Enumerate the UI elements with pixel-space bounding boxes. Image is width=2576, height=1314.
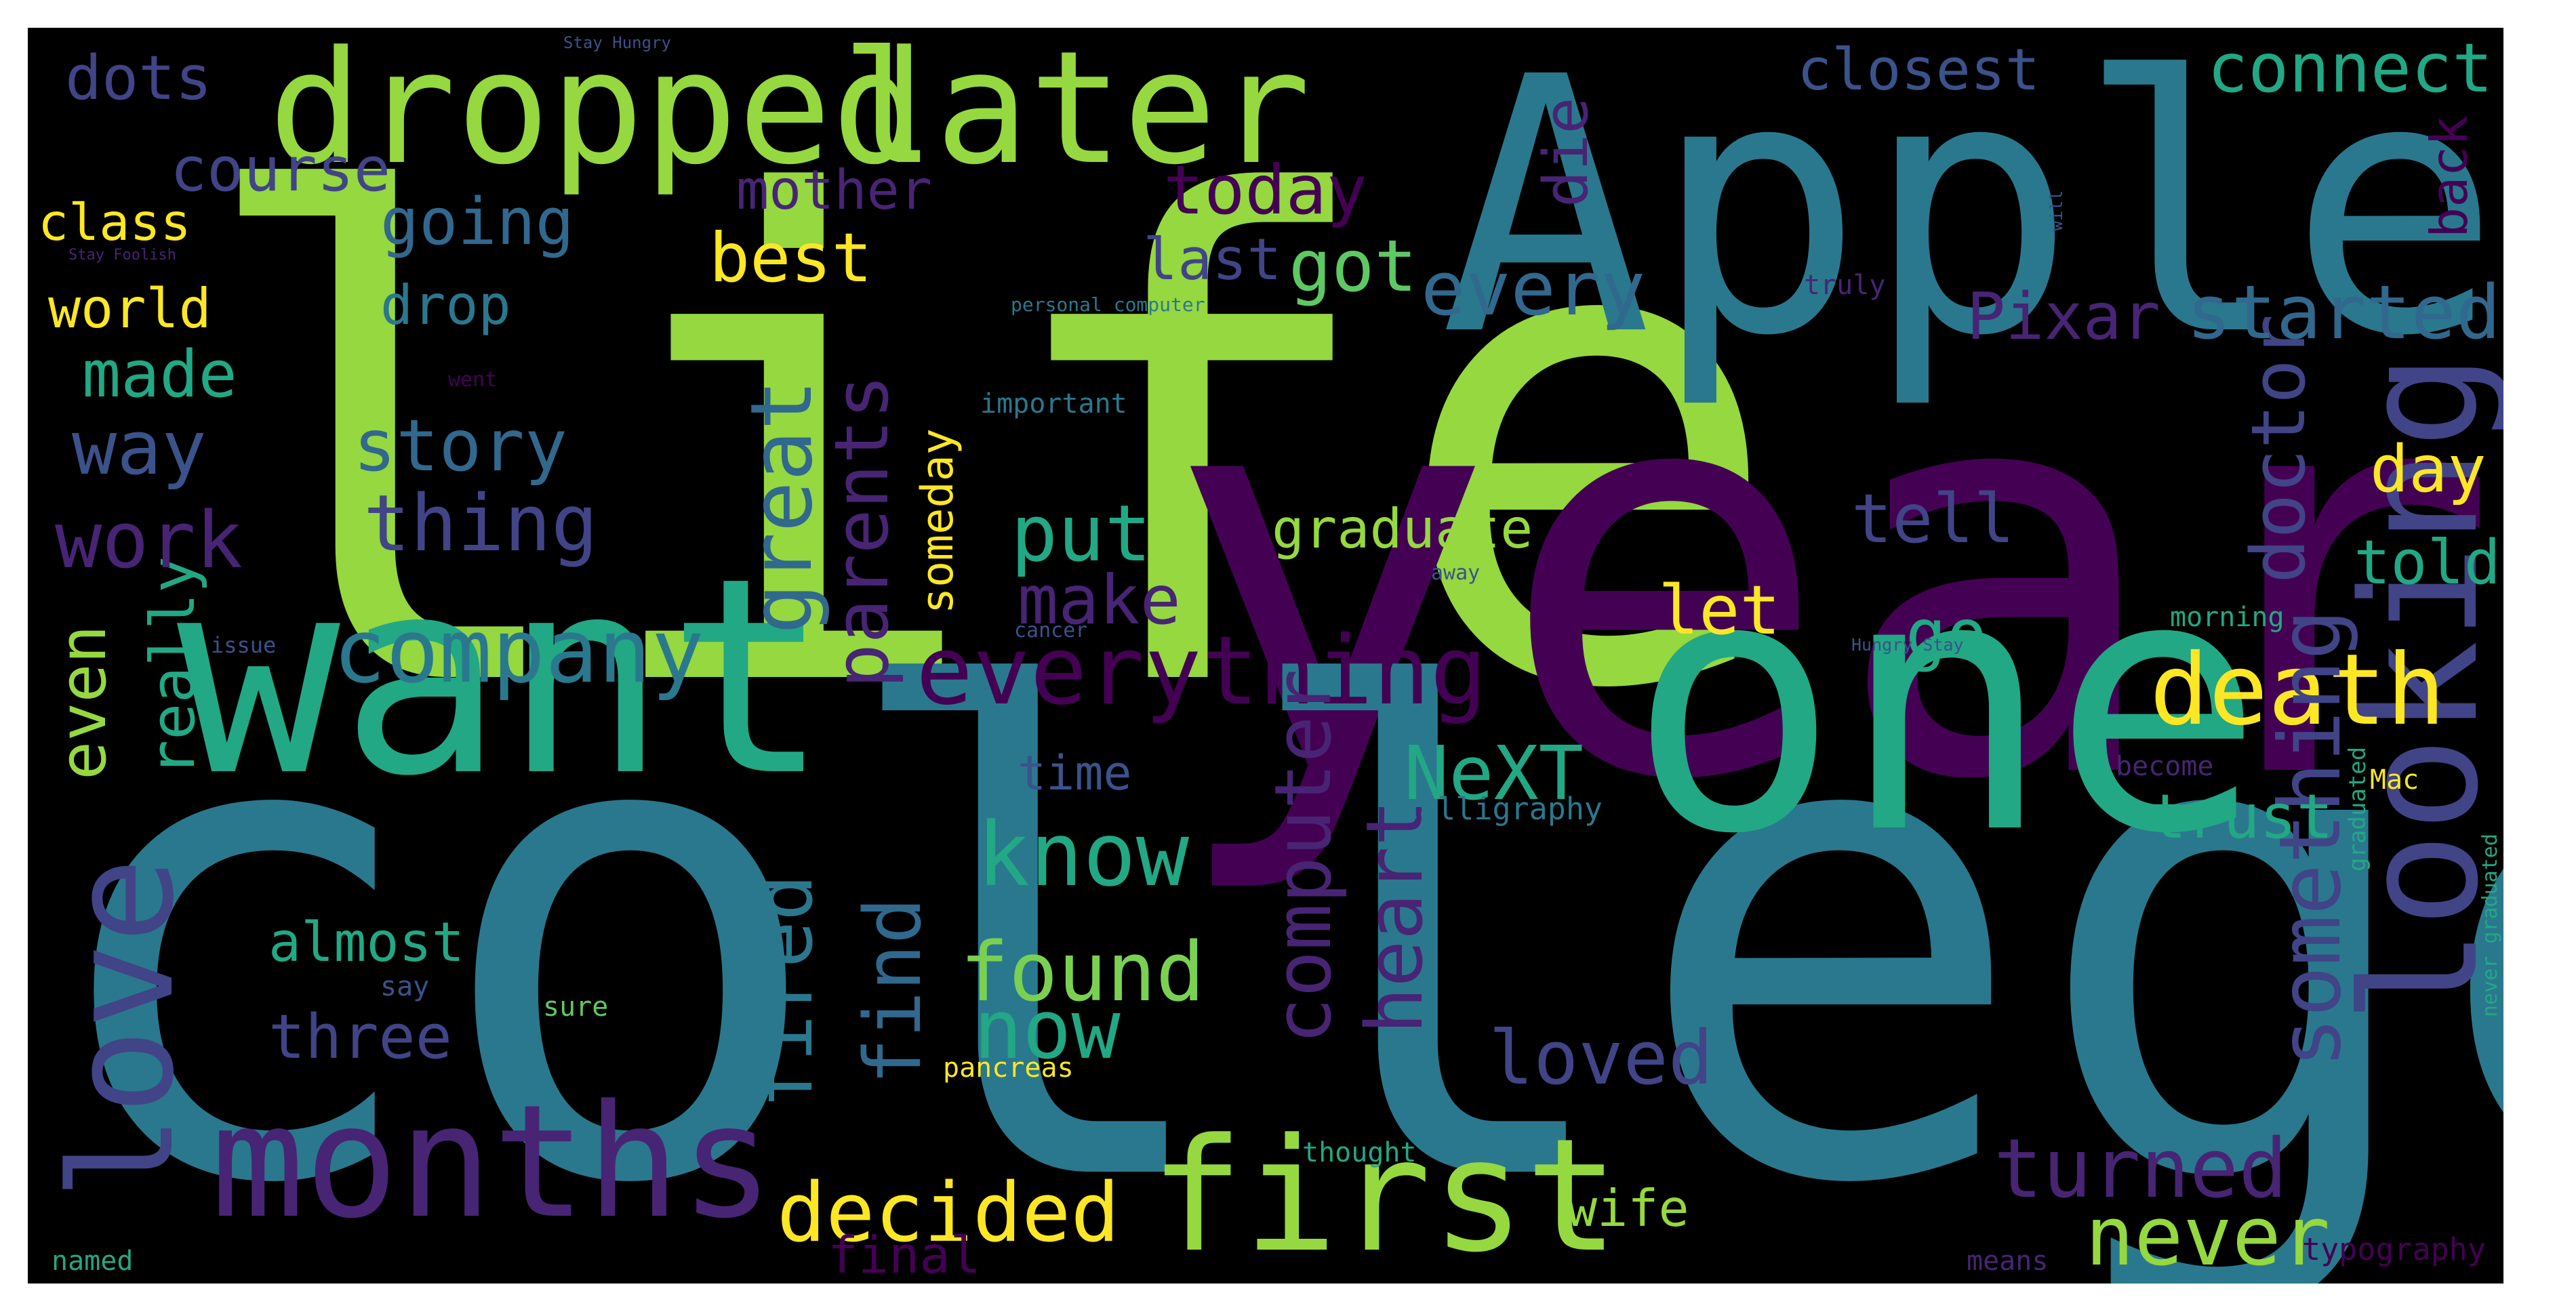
word-course: course [170,134,391,205]
word-life: life [188,61,1788,834]
word-college: college [31,556,2503,1284]
word-never: never [2085,1190,2331,1284]
word-pancreas: pancreas [943,1052,1074,1084]
word-truly: truly [1804,270,1886,301]
word-connect: connect [2207,28,2493,108]
word-mac: Mac [2370,764,2419,796]
word-turned: turned [1994,1122,2288,1216]
word-way: way [72,405,207,491]
word-first: first [1150,1106,1619,1284]
word-know: know [977,803,1190,906]
word-find: find [848,897,939,1085]
word-really: really [138,556,209,777]
word-closest: closest [1797,37,2040,104]
word-today: today [1163,150,1368,230]
word-issue: issue [211,632,277,658]
word-will: will [2047,190,2066,231]
word-one: one [1628,500,2265,911]
word-going: going [380,185,574,260]
word-graduated: graduated [2344,746,2371,871]
word-final: final [828,1225,981,1284]
word-world: world [48,277,212,340]
word-trust: trust [2150,781,2333,853]
word-named: named [52,1246,134,1277]
word-story: story [353,405,568,487]
word-love: love [39,857,205,1200]
word-last: last [1143,226,1282,293]
word-went: went [448,368,498,392]
wordcloud-canvas: lifeyearcollegeAppleonewantdroppedlaterm… [28,28,2503,1284]
word-work: work [55,495,243,586]
word-year: year [1162,255,2501,901]
word-morning: morning [2170,602,2285,633]
word-become: become [2116,751,2214,782]
word-someday: someday [912,428,963,614]
word-want: want [177,520,830,836]
word-pixar: Pixar [1967,280,2160,354]
word-hungry-stay: Hungry Stay [1851,635,1964,655]
word-thought: thought [1302,1137,1417,1168]
word-let: let [1658,571,1781,650]
word-typography: typography [2302,1231,2486,1267]
word-told: told [2354,527,2501,598]
word-later: later [841,28,1311,199]
word-stay-hungry: Stay Hungry [563,33,671,52]
word-day: day [2370,432,2487,507]
word-calligraphy: calligraphy [1401,791,1603,827]
word-back: back [2419,115,2479,238]
word-made: made [82,337,237,412]
word-means: means [1967,1246,2049,1277]
word-cancer: cancer [1014,619,1088,642]
word-thing: thing [363,478,599,569]
word-dots: dots [65,43,212,114]
word-computer: computer [1258,669,1349,1044]
word-dropped: dropped [268,28,926,199]
word-great: great [733,379,831,634]
word-time: time [1018,745,1132,801]
word-decided: decided [777,1166,1120,1260]
word-heart: heart [1350,799,1441,1034]
word-wife: wife [1567,1178,1689,1238]
word-found: found [960,926,1205,1020]
word-death: death [2150,633,2446,747]
word-got: got [1289,225,1417,308]
word-drop: drop [380,274,511,337]
word-tell: tell [1851,479,2015,558]
word-make: make [1018,560,1181,640]
word-graduate: graduate [1272,497,1533,560]
word-now: now [973,983,1121,1077]
word-never-graduated: never graduated [2478,834,2502,1017]
word-apple: Apple [1439,28,2501,413]
word-next: NeXT [1404,730,1584,817]
word-away: away [1431,561,1481,585]
word-almost: almost [268,911,464,974]
word-parents: parents [818,374,905,689]
word-everything: everything [916,616,1487,726]
word-say: say [380,971,430,1002]
word-sure: sure [543,991,609,1023]
word-stay-foolish: Stay Foolish [68,247,176,264]
word-loved: loved [1489,1014,1714,1101]
word-die: die [1531,97,1602,207]
word-fired: fired [740,874,830,1109]
word-class: class [38,192,191,252]
word-three: three [268,1002,452,1073]
word-even: even [46,625,121,780]
word-company: company [333,600,704,703]
word-best: best [709,218,872,297]
word-go: go [1906,594,1988,674]
word-every: every [1421,245,1646,332]
word-important: important [980,388,1127,419]
word-started: started [2186,269,2501,356]
word-mother: mother [736,159,932,222]
word-personal-computer: personal computer [1011,293,1205,316]
word-put: put [1011,489,1152,579]
word-months: months [211,1072,774,1253]
